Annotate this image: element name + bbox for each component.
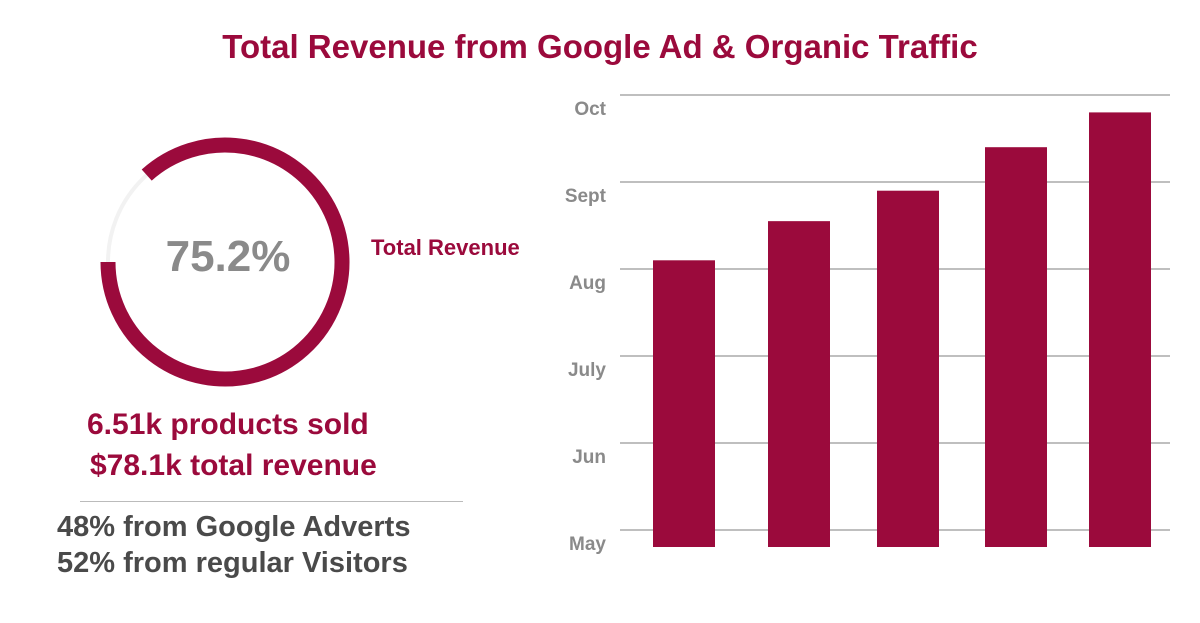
y-tick-label: July	[568, 360, 606, 381]
total-revenue-text: $78.1k total revenue	[90, 449, 377, 482]
donut-percent-label: 75.2%	[165, 232, 291, 281]
y-tick-label: Aug	[569, 273, 606, 294]
bar	[1089, 112, 1151, 548]
donut-arc	[100, 137, 350, 387]
regular-visitors-text: 52% from regular Visitors	[57, 547, 408, 579]
y-tick-label: Sept	[565, 186, 607, 207]
products-sold-text: 6.51k products sold	[87, 408, 369, 441]
bar	[653, 260, 715, 547]
y-tick-label: May	[569, 534, 606, 555]
bar	[985, 147, 1047, 547]
bar	[768, 221, 830, 547]
y-tick-label: Jun	[572, 447, 606, 468]
y-tick-label: Oct	[574, 99, 606, 120]
bar	[877, 190, 939, 547]
donut-chart	[100, 137, 350, 387]
donut-legend-label: Total Revenue	[371, 235, 520, 260]
google-adverts-text: 48% from Google Adverts	[57, 511, 411, 543]
divider	[80, 501, 463, 502]
chart-title: Total Revenue from Google Ad & Organic T…	[222, 28, 978, 65]
